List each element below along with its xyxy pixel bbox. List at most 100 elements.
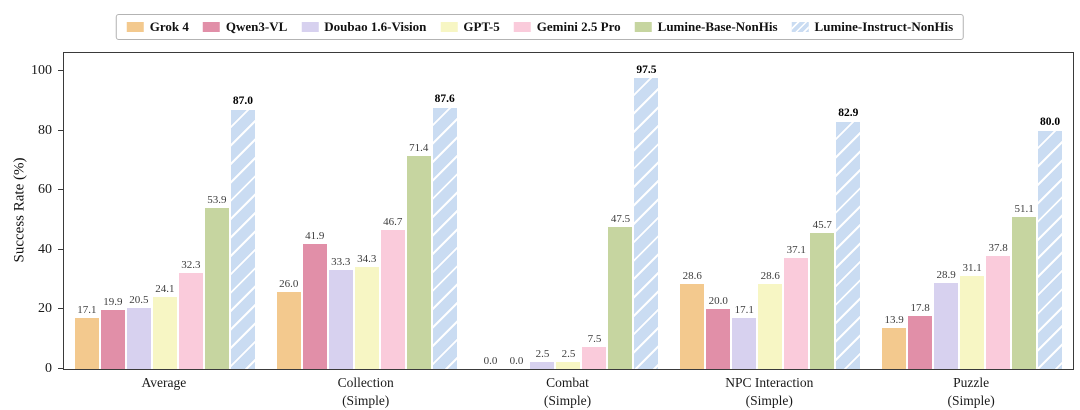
bar-value-label: 24.1 [155, 283, 175, 296]
bar-group: 0.0 0.0 2.5 2.5 7.5 47.5 97.5 [477, 64, 659, 369]
legend-item: Gemini 2.5 Pro [513, 19, 621, 35]
bar [406, 156, 431, 369]
y-tick-label: 80 [38, 122, 52, 138]
bar-value-label: 17.8 [910, 301, 930, 314]
legend-color-swatch [513, 22, 531, 32]
bar-value-label: 31.1 [962, 262, 982, 275]
bar-value-label: 19.9 [103, 295, 123, 308]
legend-color-swatch [126, 22, 144, 32]
bar-value-label: 13.9 [884, 313, 904, 326]
bar-wrap: 53.9 [204, 195, 230, 369]
bar-value-label: 53.9 [207, 194, 227, 207]
bar-group: 13.9 17.8 28.9 31.1 37.8 51.1 80.0 [881, 117, 1063, 369]
bar-value-label: 34.3 [357, 252, 377, 265]
bar-value-label: 80.0 [1040, 116, 1061, 129]
bar [126, 307, 151, 369]
bar-value-label: 41.9 [305, 230, 325, 243]
x-category-label: Collection (Simple) [337, 375, 394, 408]
y-tick-label: 40 [38, 241, 52, 257]
bar [706, 309, 731, 369]
bar-wrap: 34.3 [354, 252, 380, 369]
bar-wrap: 37.8 [985, 243, 1011, 369]
legend-color-swatch [634, 22, 652, 32]
bar-wrap: 33.3 [328, 256, 354, 369]
bar-wrap: 82.9 [835, 108, 861, 369]
legend-item: Grok 4 [126, 19, 189, 35]
bar [836, 121, 861, 369]
bar-wrap: 2.5 [529, 347, 555, 369]
bar-group: 17.1 19.9 20.5 24.1 32.3 53.9 87.0 [74, 96, 256, 369]
legend-item: Lumine-Instruct-NonHis [791, 19, 954, 35]
bar-value-label: 2.5 [561, 347, 576, 360]
bar [784, 258, 809, 369]
bar-value-label: 82.9 [838, 107, 859, 120]
bar [432, 107, 457, 369]
bar [178, 272, 203, 369]
bar-wrap: 87.0 [230, 96, 256, 369]
bar-wrap: 87.6 [432, 94, 458, 369]
bar-wrap: 17.8 [907, 301, 933, 369]
bar [230, 109, 255, 369]
bar-wrap: 13.9 [881, 313, 907, 369]
bar-value-label: 45.7 [812, 218, 832, 231]
bar-value-label: 28.9 [936, 268, 956, 281]
y-tick-label: 100 [31, 63, 52, 78]
bar [380, 229, 405, 369]
y-tick-mark [58, 70, 64, 71]
legend-item: Qwen3-VL [202, 19, 288, 35]
bar [960, 276, 985, 369]
bar-wrap: 46.7 [380, 215, 406, 369]
bar-value-label: 2.5 [535, 347, 550, 360]
legend-label: Doubao 1.6-Vision [324, 19, 427, 34]
legend-color-swatch [440, 22, 458, 32]
bar-value-label: 32.3 [181, 258, 201, 271]
bar-wrap: 47.5 [607, 214, 633, 369]
legend-item: Doubao 1.6-Vision [301, 19, 426, 35]
bar-wrap: 20.5 [126, 294, 152, 369]
bar-wrap: 24.1 [152, 284, 178, 369]
bar-wrap: 19.9 [100, 295, 126, 369]
bar-value-label: 26.0 [279, 277, 299, 290]
chart-legend: Grok 4 Qwen3-VL Doubao 1.6-Vision GPT-5 Gemi… [115, 14, 965, 40]
bar-value-label: 28.6 [760, 269, 780, 282]
bar-value-label: 28.6 [682, 269, 702, 282]
bar-group: 26.0 41.9 33.3 34.3 46.7 71.4 87.6 [276, 94, 458, 369]
legend-label: GPT-5 [463, 19, 500, 34]
bar-wrap: 45.7 [809, 218, 835, 369]
bar-wrap: 20.0 [705, 296, 731, 369]
legend-label: Lumine-Instruct-NonHis [814, 19, 954, 34]
bar [908, 315, 933, 369]
bar-group: 28.6 20.0 17.1 28.6 37.1 45.7 82.9 [679, 108, 861, 369]
plot-area: 17.1 19.9 20.5 24.1 32.3 53.9 87.0 26.0 41.9 33.3… [31, 52, 1074, 376]
bar [530, 361, 555, 369]
bar-value-label: 46.7 [383, 215, 403, 228]
bar-wrap: 26.0 [276, 277, 302, 369]
y-tick-mark [58, 248, 64, 250]
bar [732, 318, 757, 369]
bar-value-label: 17.1 [734, 304, 754, 317]
y-tick-label: 60 [38, 182, 52, 198]
bar-wrap: 28.6 [757, 269, 783, 369]
bar-value-label: 87.6 [434, 93, 455, 106]
y-tick-label: 0 [45, 361, 52, 376]
legend-label: Grok 4 [149, 19, 189, 34]
bar-wrap: 51.1 [1011, 202, 1037, 369]
bar [810, 232, 835, 369]
bar-value-label: 51.1 [1014, 202, 1034, 215]
bar-wrap: 0.0 [477, 356, 503, 369]
legend-label: Lumine-Base-NonHis [657, 19, 778, 34]
bar [100, 309, 125, 369]
bar-wrap: 41.9 [302, 231, 328, 369]
legend-item: Lumine-Base-NonHis [634, 19, 778, 35]
bar-wrap: 2.5 [555, 347, 581, 369]
bar [556, 361, 581, 369]
bar-value-label: 47.5 [610, 213, 631, 226]
bar-wrap: 17.1 [74, 305, 100, 369]
bar [758, 283, 783, 369]
bar-wrap: 80.0 [1037, 117, 1063, 369]
legend-label: Qwen3-VL [225, 19, 288, 34]
bar-value-label: 0.0 [509, 355, 524, 367]
bar-value-label: 37.8 [988, 242, 1008, 255]
legend-label: Gemini 2.5 Pro [536, 19, 621, 34]
